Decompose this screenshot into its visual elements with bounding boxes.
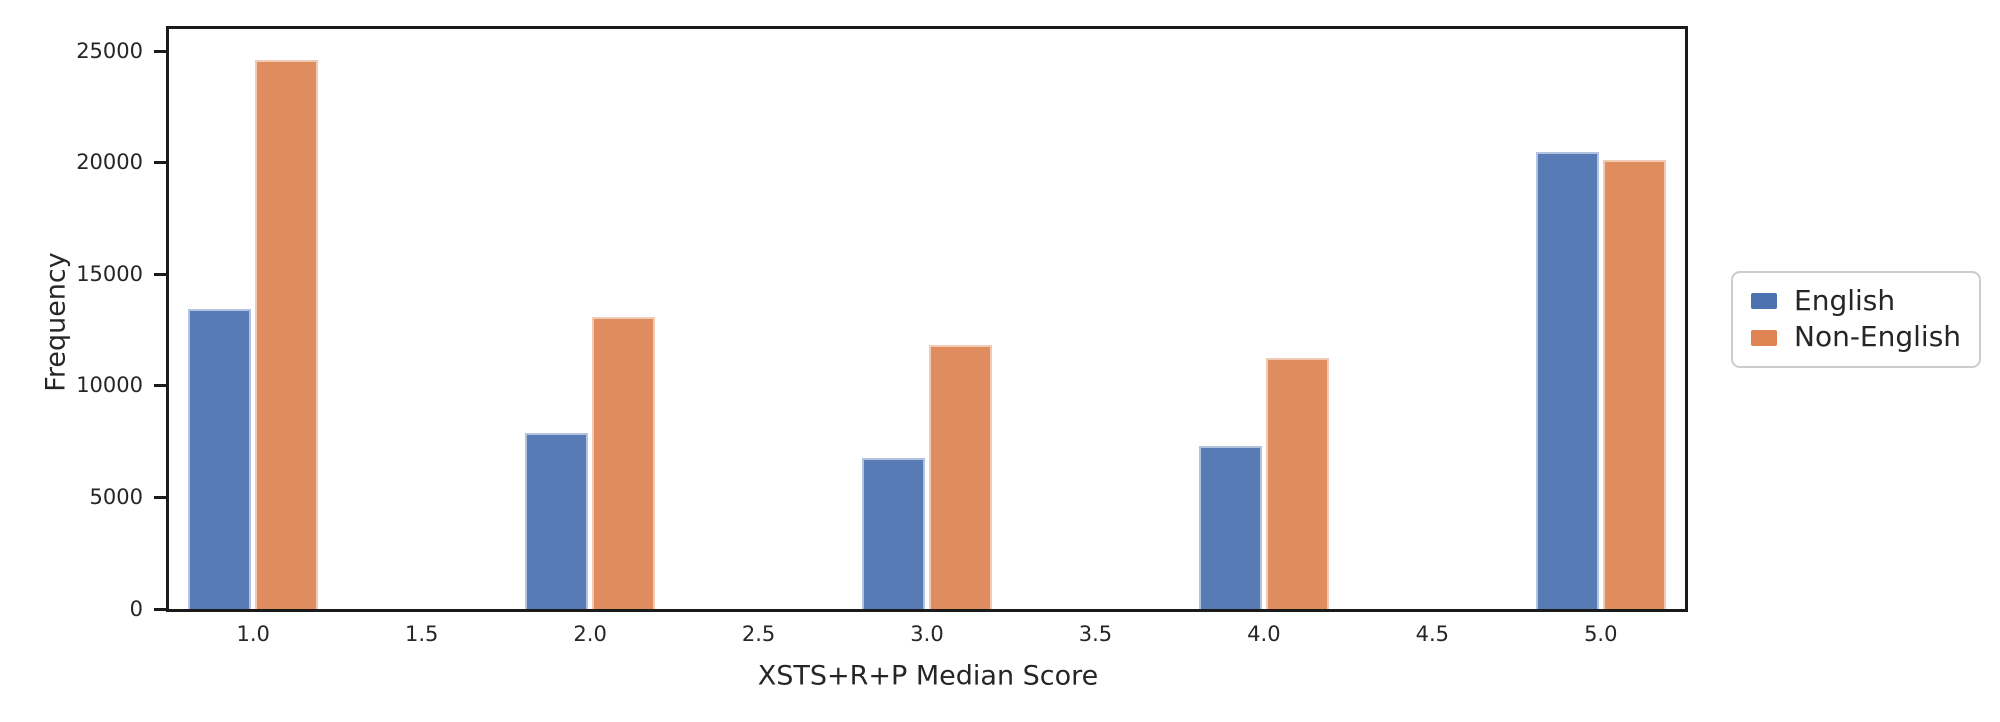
- x-tick-label: 4.5: [1415, 622, 1450, 646]
- y-tick-label: 0: [129, 596, 143, 621]
- y-tick-label: 10000: [76, 373, 143, 398]
- bar-non-english-1: [255, 60, 319, 609]
- y-tick-mark: [154, 607, 166, 611]
- y-axis-title: Frequency: [40, 252, 72, 392]
- x-tick-label: 1.0: [236, 622, 270, 646]
- x-tick-label: 3.5: [1078, 622, 1113, 646]
- legend-swatch-english: [1751, 293, 1777, 310]
- legend-item-english: English: [1751, 283, 1961, 317]
- x-tick-label: 5.0: [1584, 622, 1618, 646]
- y-tick-label: 5000: [89, 484, 143, 509]
- legend-label-non-english: Non-English: [1794, 320, 1962, 354]
- y-tick-mark: [154, 495, 166, 499]
- plot-inner: 0 5000 10000 15000 20000 25000 1.0 1.5 2.0 2.5 3.0…: [76, 29, 1685, 645]
- x-axis-title: XSTS+R+P Median Score: [757, 660, 1099, 692]
- bar-non-english-4: [1265, 358, 1329, 609]
- y-tick-mark: [154, 49, 166, 53]
- bar-non-english-5: [1602, 159, 1666, 609]
- legend-swatch-non-english: [1751, 329, 1777, 346]
- x-tick-label: 2.5: [741, 622, 776, 646]
- legend: English Non-English: [1731, 271, 1982, 368]
- bar-english-1: [188, 308, 252, 609]
- bar-non-english-2: [592, 316, 656, 609]
- y-tick-mark: [154, 161, 166, 165]
- bar-non-english-3: [929, 344, 992, 609]
- bar-english-5: [1535, 151, 1599, 609]
- bar-english-3: [862, 458, 925, 609]
- y-tick-mark: [154, 384, 166, 388]
- bar-english-4: [1198, 446, 1262, 609]
- bar-english-2: [525, 432, 589, 609]
- x-tick-label: 1.5: [404, 622, 439, 646]
- legend-item-non-english: Non-English: [1751, 322, 1961, 353]
- y-tick-label: 15000: [76, 261, 143, 286]
- x-tick-label: 2.0: [573, 622, 607, 646]
- y-tick-label: 25000: [76, 38, 143, 63]
- x-tick-label: 3.0: [910, 622, 944, 646]
- y-tick-mark: [154, 272, 166, 276]
- x-tick-label: 4.0: [1247, 622, 1281, 646]
- y-tick-label: 20000: [76, 150, 143, 175]
- legend-label-english: English: [1794, 283, 1896, 317]
- plot-area: 0 5000 10000 15000 20000 25000 1.0 1.5 2.0 2.5 3.0…: [76, 26, 1688, 645]
